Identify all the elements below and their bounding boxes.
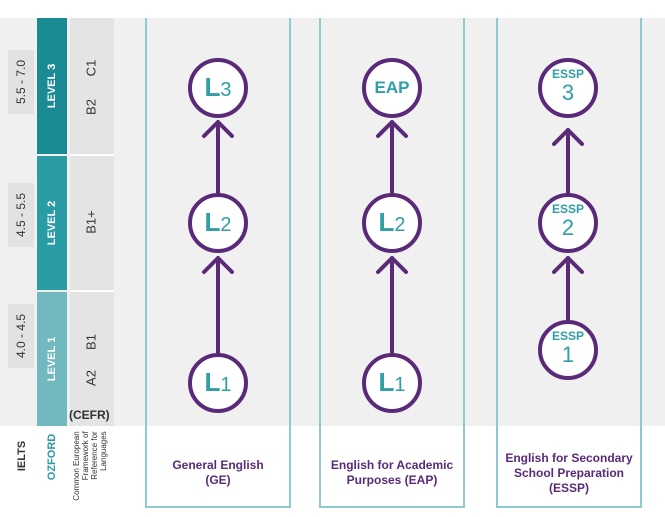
cefr-column	[70, 18, 114, 426]
track-label-general-english: General English (GE)	[143, 458, 293, 488]
cefr-divider	[70, 290, 114, 292]
node-top-label: ESSP	[551, 329, 584, 343]
essp-node-level-2: ESSP 2	[540, 201, 596, 239]
eap-node-level-1: L1	[364, 367, 420, 398]
eap-arrow-2-to-3	[376, 120, 408, 197]
ge-level-3-circle	[188, 58, 248, 118]
node-number: 1	[561, 342, 575, 367]
eap-arrow-1-to-2	[376, 256, 408, 357]
track-label-line: English for Secondary	[505, 451, 633, 465]
track-label-line: General English	[172, 458, 264, 472]
ge-node-level-2: L2	[190, 207, 246, 238]
eap-node-level-3: EAP	[374, 78, 410, 97]
ozford-level-2: LEVEL 2	[37, 156, 67, 290]
track-label-line: (GE)	[205, 473, 231, 487]
node-letter: L	[378, 207, 395, 237]
ielts-band-level-3: 5.5 - 7.0	[8, 50, 34, 114]
essp-arrow-2-to-3	[552, 128, 584, 197]
ge-node-level-3: L3	[190, 72, 246, 103]
eap-node-level-2: L2	[364, 207, 420, 238]
ge-node-level-1: L1	[190, 367, 246, 398]
ge-arrow-1-to-2	[202, 256, 234, 357]
essp-node-level-3: ESSP 3	[540, 66, 596, 104]
track-label-line: School Preparation	[513, 466, 625, 480]
ielts-band-level-1: 4.0 - 4.5	[8, 304, 34, 368]
node-number: 2	[394, 214, 406, 236]
node-number: 2	[220, 214, 232, 236]
track-label-line: Purposes (EAP)	[346, 473, 438, 487]
essp-arrow-1-to-2	[552, 256, 584, 324]
track-label-essp: English for Secondary School Preparation…	[494, 451, 644, 496]
track-label-line: English for Academic	[330, 458, 454, 472]
cefr-divider	[70, 154, 114, 156]
node-top-label: ESSP	[551, 67, 584, 81]
node-letter: L	[204, 207, 221, 237]
node-number: 3	[561, 80, 575, 105]
cefr-abbreviation: (CEFR)	[69, 408, 110, 422]
ozford-level-3: LEVEL 3	[37, 18, 67, 154]
ge-arrow-2-to-3	[202, 120, 234, 197]
essp-node-level-1: ESSP 1	[540, 328, 596, 366]
essp-level-3-circle	[538, 58, 598, 118]
node-number: 3	[220, 79, 232, 101]
track-label-eap: English for Academic Purposes (EAP)	[317, 458, 467, 488]
node-top-label: ESSP	[551, 202, 584, 216]
node-number: 1	[394, 374, 406, 396]
track-label-line: (ESSP)	[548, 481, 589, 495]
ielts-band-level-2: 4.5 - 5.5	[8, 183, 34, 247]
ozford-level-1: LEVEL 1	[37, 292, 67, 426]
eap-level-3-circle	[362, 58, 422, 118]
node-number: 1	[220, 374, 232, 396]
node-letter: L	[204, 367, 221, 397]
node-letter: L	[378, 367, 395, 397]
node-letter: L	[204, 72, 221, 102]
node-number: 2	[561, 215, 575, 240]
